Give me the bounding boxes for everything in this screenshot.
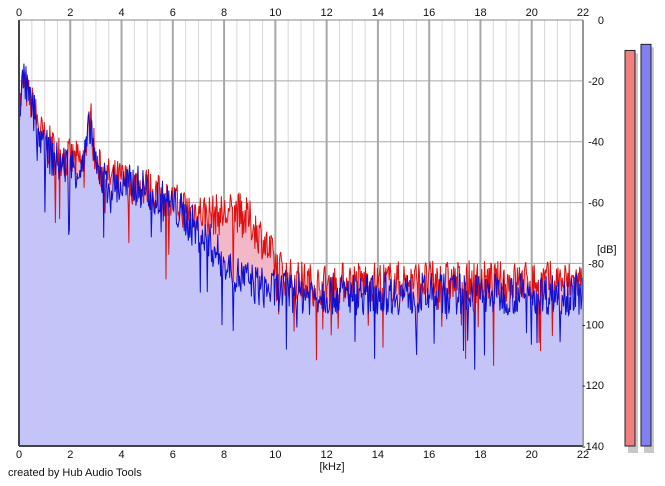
y-tick-label: -120 (582, 380, 604, 392)
x-tick-label-top: 12 (321, 7, 333, 19)
x-tick-label-bottom: 18 (474, 449, 486, 461)
x-tick-label-top: 22 (577, 7, 589, 19)
right-channel-fill (19, 63, 583, 446)
x-tick-label-bottom: 16 (423, 449, 435, 461)
x-tick-label-top: 16 (423, 7, 435, 19)
x-tick-label-bottom: 0 (16, 449, 22, 461)
x-tick-label-bottom: 8 (221, 449, 227, 461)
y-tick-label: -60 (588, 198, 604, 210)
x-tick-label-top: 14 (372, 7, 384, 19)
y-tick-label: -100 (582, 319, 604, 331)
left-channel-meter (624, 49, 636, 447)
x-tick-label-bottom: 4 (118, 449, 124, 461)
tick-layer: 002244668810101212141416161818202022220-… (16, 7, 604, 461)
y-tick-label: -20 (588, 76, 604, 88)
x-tick-label-top: 4 (118, 7, 124, 19)
y-tick-label: -140 (582, 441, 604, 453)
x-tick-label-top: 6 (170, 7, 176, 19)
x-tick-label-bottom: 6 (170, 449, 176, 461)
y-tick-label: -80 (588, 258, 604, 270)
right-channel-trace (18, 63, 583, 370)
line-layer (18, 63, 583, 370)
right-channel-meter (640, 43, 652, 447)
x-tick-label-top: 20 (526, 7, 538, 19)
credit-text: created by Hub Audio Tools (8, 467, 142, 479)
y-tick-label: 0 (598, 15, 604, 27)
x-tick-label-top: 18 (474, 7, 486, 19)
x-tick-label-top: 0 (16, 7, 22, 19)
x-tick-label-top: 10 (269, 7, 281, 19)
axis-layer (18, 19, 584, 447)
x-axis-label: [kHz] (319, 461, 344, 473)
x-tick-label-top: 8 (221, 7, 227, 19)
y-axis-label: [dB] (597, 244, 617, 256)
x-tick-label-bottom: 2 (67, 449, 73, 461)
x-tick-label-bottom: 20 (526, 449, 538, 461)
y-tick-label: -40 (588, 137, 604, 149)
level-meters (624, 43, 654, 454)
fill-layer (19, 63, 583, 446)
x-tick-label-top: 2 (67, 7, 73, 19)
x-tick-label-bottom: 12 (321, 449, 333, 461)
x-tick-label-bottom: 14 (372, 449, 384, 461)
x-tick-label-bottom: 22 (577, 449, 589, 461)
left-channel-trace (18, 69, 583, 366)
x-tick-label-bottom: 10 (269, 449, 281, 461)
